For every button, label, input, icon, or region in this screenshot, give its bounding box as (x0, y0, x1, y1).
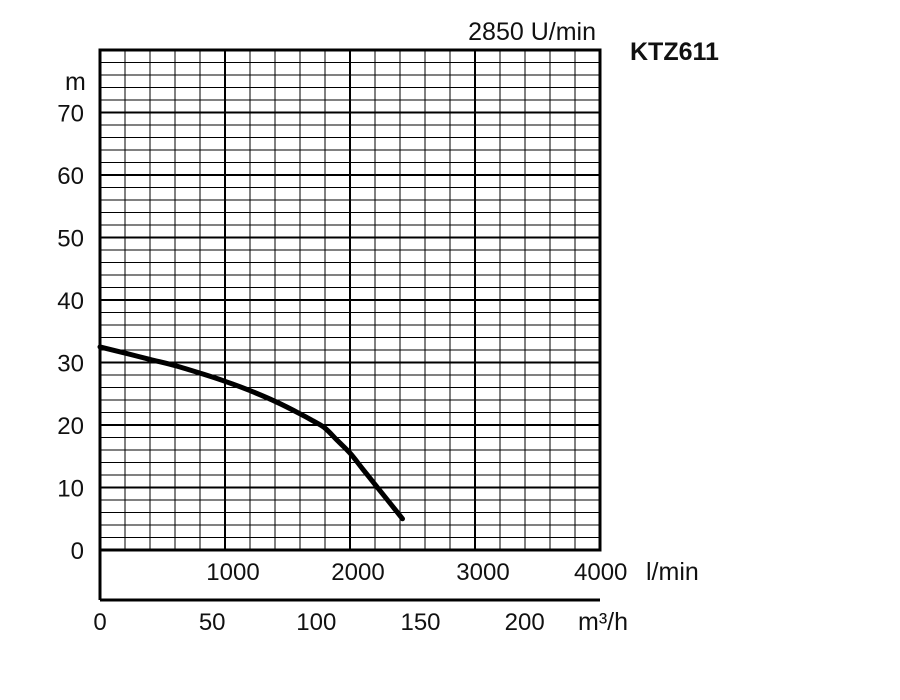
y-tick-label: 0 (71, 538, 84, 565)
pump-curve-line (97, 344, 405, 522)
x-tick-labels-lmin: 1000 2000 3000 4000 (206, 559, 627, 586)
y-tick-label: 20 (57, 413, 84, 440)
y-tick-label: 70 (57, 101, 84, 128)
speed-label: 2850 U/min (468, 18, 596, 46)
x-tick-labels-m3h: 0 50 100 150 200 (93, 609, 544, 636)
series-layer (97, 344, 405, 522)
x-tick-label-lmin: 1000 (206, 559, 259, 586)
plot-frame (98, 48, 602, 552)
y-tick-label: 50 (57, 226, 84, 253)
x-tick-label-lmin: 2000 (331, 559, 384, 586)
x-axis-unit-m3h: m³/h (578, 608, 628, 636)
x-tick-label-m3h: 150 (400, 609, 440, 636)
x-tick-label-m3h: 50 (199, 609, 226, 636)
y-tick-labels: 0 10 20 30 40 50 60 70 (57, 101, 84, 566)
y-tick-label: 40 (57, 288, 84, 315)
y-axis-unit: m (65, 68, 86, 96)
x-tick-label-m3h: 200 (505, 609, 545, 636)
major-grid (100, 50, 600, 550)
y-tick-label: 30 (57, 351, 84, 378)
x-tick-label-m3h: 0 (93, 609, 106, 636)
x-tick-label-lmin: 4000 (574, 559, 627, 586)
y-tick-label: 60 (57, 163, 84, 190)
x-tick-label-m3h: 100 (296, 609, 336, 636)
x-tick-label-lmin: 3000 (456, 559, 509, 586)
chart-title: KTZ611 (630, 38, 719, 66)
x-axis-unit-lmin: l/min (646, 558, 699, 586)
y-tick-label: 10 (57, 476, 84, 503)
